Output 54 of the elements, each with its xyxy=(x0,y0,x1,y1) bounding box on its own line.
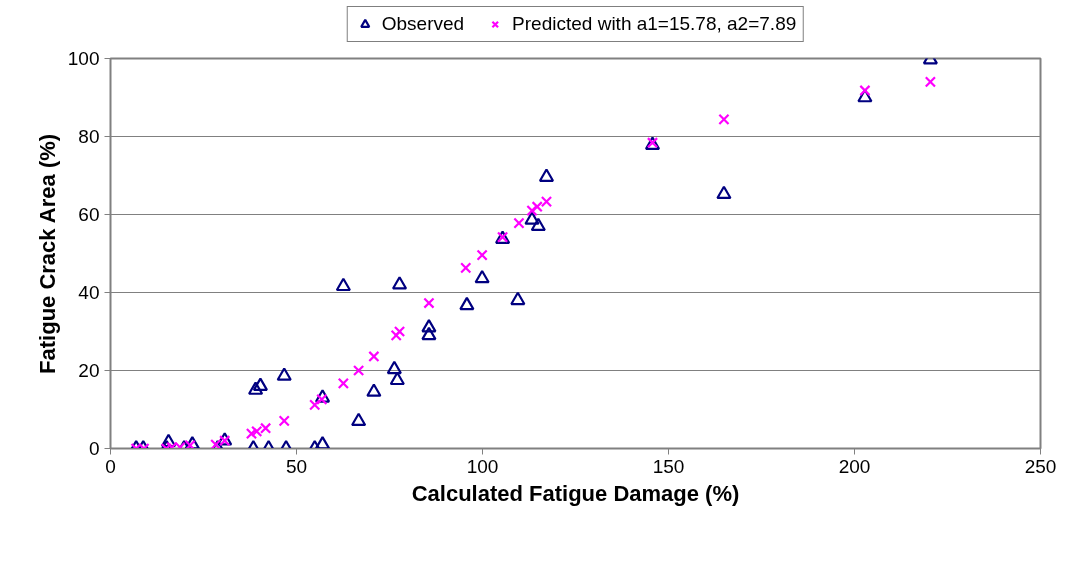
point xyxy=(510,291,526,306)
x-tick-label: 200 xyxy=(838,455,871,477)
point xyxy=(368,350,380,363)
point xyxy=(459,296,475,311)
point xyxy=(524,211,540,225)
y-tick-label: 60 xyxy=(78,204,100,225)
point xyxy=(423,297,435,309)
point xyxy=(859,84,871,97)
y-tick-label: 20 xyxy=(78,360,100,381)
point xyxy=(351,412,367,427)
point xyxy=(314,435,331,449)
point xyxy=(513,217,525,229)
y-tick-label: 0 xyxy=(88,438,100,459)
point xyxy=(337,377,350,390)
point xyxy=(314,389,331,403)
y-axis-title: Fatigue Crack Area (%) xyxy=(34,133,60,374)
point xyxy=(391,276,408,290)
point xyxy=(540,195,553,208)
point xyxy=(386,360,402,375)
x-axis-title: Calculated Fatigue Damage (%) xyxy=(411,480,740,506)
point xyxy=(531,201,543,213)
legend-label: Observed xyxy=(381,13,465,35)
point xyxy=(247,381,264,395)
point xyxy=(278,415,290,427)
x-tick-label: 100 xyxy=(466,455,499,477)
point xyxy=(366,383,382,397)
point xyxy=(526,204,538,217)
point xyxy=(390,329,402,342)
x-tick-label: 50 xyxy=(285,455,308,477)
point xyxy=(718,113,730,126)
point xyxy=(421,326,437,341)
point xyxy=(460,262,472,274)
x-tick-label: 0 xyxy=(105,455,116,477)
point xyxy=(538,168,555,182)
point xyxy=(352,364,365,377)
point xyxy=(716,185,732,200)
x-tick-label: 250 xyxy=(1024,455,1057,477)
point xyxy=(924,76,937,88)
point xyxy=(245,427,258,440)
point xyxy=(252,377,269,391)
legend-label: Predicted with a1=15.78, a2=7.89 xyxy=(512,13,797,35)
point xyxy=(316,393,328,406)
point xyxy=(530,217,546,232)
point xyxy=(476,249,488,261)
point xyxy=(309,399,321,411)
x-tick-label: 150 xyxy=(652,455,685,477)
y-tick-label: 40 xyxy=(78,282,100,303)
point xyxy=(393,325,406,338)
y-tick-label: 100 xyxy=(67,48,100,69)
point xyxy=(335,277,351,292)
point xyxy=(421,318,437,333)
point xyxy=(276,367,292,381)
point xyxy=(474,269,490,284)
y-tick-label: 80 xyxy=(78,126,100,147)
